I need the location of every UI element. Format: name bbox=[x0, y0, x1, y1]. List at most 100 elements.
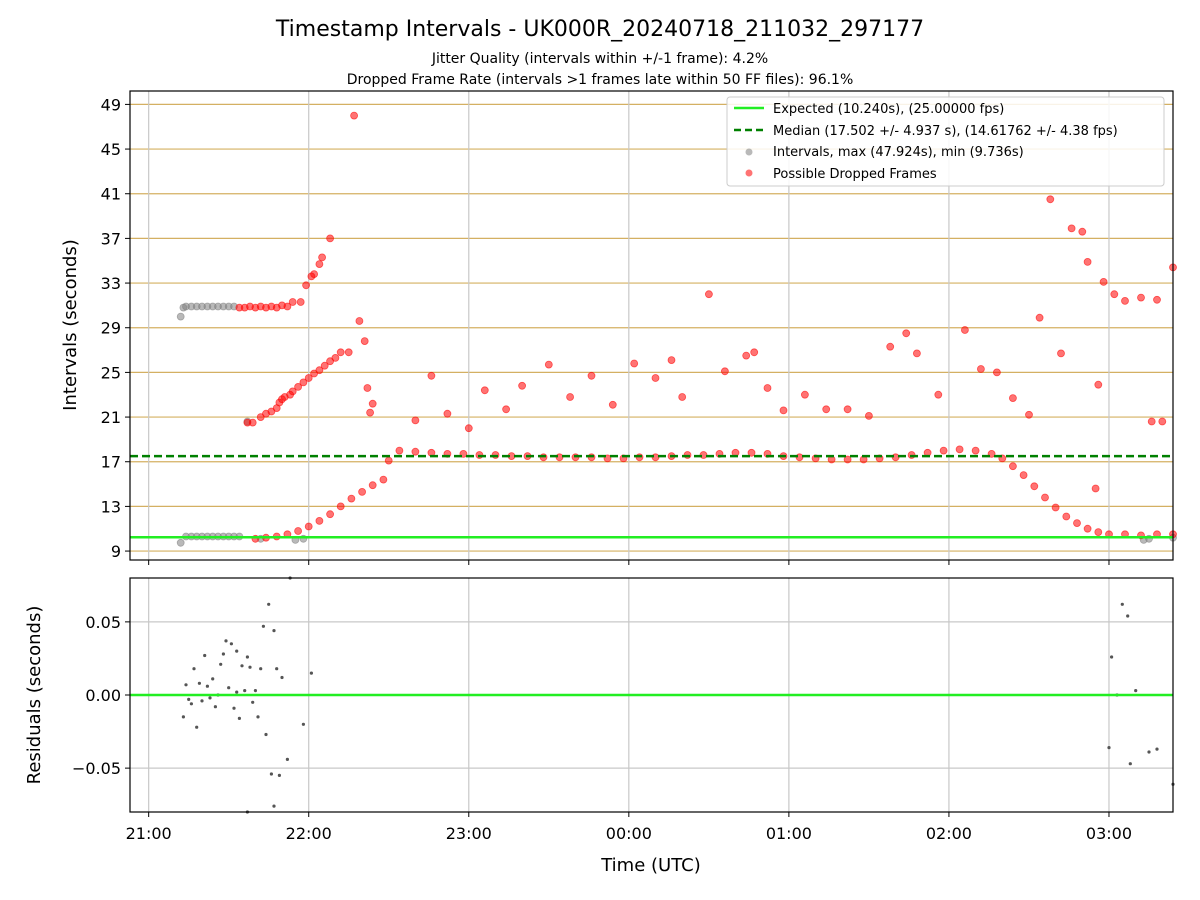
residual-point bbox=[237, 716, 241, 721]
dropped-frame-point bbox=[843, 455, 852, 464]
residual-point bbox=[245, 655, 249, 659]
dropped-frame-point bbox=[1067, 224, 1076, 233]
dropped-frame-point bbox=[1094, 528, 1103, 536]
dropped-frame-point bbox=[1035, 313, 1044, 322]
dropped-frame-point bbox=[502, 405, 511, 414]
dropped-frame-point bbox=[347, 494, 356, 503]
residual-point bbox=[259, 667, 263, 671]
dropped-frame-point bbox=[411, 416, 420, 425]
dropped-frame-point bbox=[360, 337, 369, 346]
dropped-frame-point bbox=[822, 405, 831, 414]
dropped-frame-point bbox=[843, 405, 852, 414]
dropped-frame-point bbox=[363, 384, 372, 392]
dropped-frame-point bbox=[939, 446, 948, 455]
dropped-frame-point bbox=[288, 387, 297, 396]
top-y-tick-label: 33 bbox=[101, 274, 121, 293]
residual-point bbox=[243, 689, 247, 693]
dropped-frame-point bbox=[326, 234, 335, 243]
dropped-frame-point bbox=[315, 260, 324, 269]
dropped-frame-point bbox=[1147, 417, 1156, 426]
top-y-tick-label: 25 bbox=[101, 363, 121, 382]
top-y-tick-label: 37 bbox=[101, 229, 121, 248]
dropped-frame-point bbox=[977, 365, 985, 373]
dropped-frame-point bbox=[294, 527, 303, 535]
dropped-frame-point bbox=[1057, 349, 1065, 358]
residual-point bbox=[1126, 614, 1130, 618]
dropped-frame-point bbox=[1153, 295, 1161, 304]
residual-point bbox=[277, 773, 281, 778]
dropped-frame-point bbox=[1137, 293, 1145, 302]
dropped-frame-point bbox=[248, 418, 257, 427]
x-tick-label: 03:00 bbox=[1086, 824, 1132, 843]
dropped-frame-point bbox=[288, 298, 297, 306]
dropped-frame-point bbox=[763, 384, 772, 392]
residual-point bbox=[240, 664, 244, 668]
x-tick-label: 00:00 bbox=[606, 824, 652, 843]
top-y-tick-label: 29 bbox=[101, 319, 121, 338]
dropped-frame-point bbox=[886, 342, 895, 351]
dropped-frame-point bbox=[1083, 524, 1092, 533]
residual-point bbox=[267, 602, 271, 606]
residual-point bbox=[285, 757, 289, 762]
dropped-frame-point bbox=[902, 329, 911, 338]
dropped-frame-point bbox=[1110, 290, 1119, 299]
dropped-frame-point bbox=[336, 348, 345, 357]
dropped-frame-point bbox=[411, 447, 420, 456]
dropped-frame-point bbox=[315, 517, 324, 525]
residual-point bbox=[1134, 689, 1138, 693]
legend-box bbox=[726, 96, 1165, 187]
residual-point bbox=[275, 667, 279, 671]
bottom-y-ticks: 0.05 0.00 −0.05 bbox=[72, 613, 130, 778]
x-tick-label: 02:00 bbox=[926, 824, 972, 843]
legend-intervals-label: Intervals, max (47.924s), min (9.736s) bbox=[773, 145, 1024, 160]
residual-point bbox=[1147, 750, 1151, 754]
dropped-frame-point bbox=[379, 475, 388, 484]
residual-point bbox=[181, 715, 185, 719]
dropped-frame-point bbox=[865, 411, 873, 420]
dropped-frame-point bbox=[1094, 380, 1103, 389]
residual-point bbox=[264, 732, 268, 737]
legend-median-label: Median (17.502 +/- 4.937 s), (14.61762 +… bbox=[773, 124, 1118, 139]
dropped-frame-point bbox=[1158, 417, 1167, 426]
residual-point bbox=[272, 804, 276, 808]
dropped-frame-point bbox=[480, 386, 489, 395]
x-tick-label: 22:00 bbox=[286, 824, 332, 843]
bottom-y-axis-label: Residuals (seconds) bbox=[24, 606, 45, 785]
dropped-frame-point bbox=[384, 456, 393, 465]
dropped-frame-point bbox=[955, 445, 964, 454]
residual-point bbox=[213, 705, 217, 709]
dropped-frame-point bbox=[1041, 493, 1049, 502]
x-tick-label: 23:00 bbox=[446, 824, 492, 843]
dropped-frame-point bbox=[779, 406, 788, 415]
residual-point bbox=[229, 642, 233, 646]
bottom-x-ticks: 21:00 22:00 23:00 00:00 01:00 02:00 03:00 bbox=[126, 812, 1132, 843]
residual-point bbox=[261, 624, 265, 628]
residual-point bbox=[235, 690, 239, 694]
legend-dropped-label: Possible Dropped Frames bbox=[773, 167, 937, 182]
dropped-frame-point bbox=[304, 374, 313, 382]
dropped-frame-point bbox=[566, 393, 574, 401]
intervals-panel: 9 13 17 21 25 29 33 37 41 45 49 Intervals (seconds… bbox=[60, 90, 1177, 565]
dropped-frame-point bbox=[1030, 482, 1039, 491]
dropped-frame-point bbox=[750, 348, 759, 357]
dropped-frame-point bbox=[721, 367, 729, 376]
chart-subtitle-jitter: Jitter Quality (intervals within +/-1 fr… bbox=[431, 51, 768, 67]
dropped-frame-point bbox=[1019, 471, 1028, 480]
residual-point bbox=[232, 706, 236, 710]
dropped-frame-point bbox=[464, 424, 473, 433]
residual-point bbox=[272, 629, 276, 633]
bottom-y-tick-label: −0.05 bbox=[72, 759, 121, 778]
dropped-frame-point bbox=[443, 409, 452, 418]
top-vertical-grid bbox=[148, 91, 1110, 560]
dropped-frame-point bbox=[518, 381, 526, 390]
dropped-frame-point bbox=[801, 390, 809, 399]
top-y-ticks: 9 13 17 21 25 29 33 37 41 45 49 bbox=[101, 95, 130, 561]
legend-expected-label: Expected (10.240s), (25.00000 fps) bbox=[773, 102, 1004, 117]
top-x-ticks bbox=[148, 560, 1110, 565]
legend-intervals-marker bbox=[745, 148, 753, 156]
bottom-y-tick-label: 0.00 bbox=[85, 686, 121, 705]
residual-point bbox=[1128, 762, 1132, 766]
dropped-frame-point bbox=[1025, 410, 1033, 419]
residual-point bbox=[187, 697, 191, 702]
residual-point bbox=[189, 702, 193, 706]
